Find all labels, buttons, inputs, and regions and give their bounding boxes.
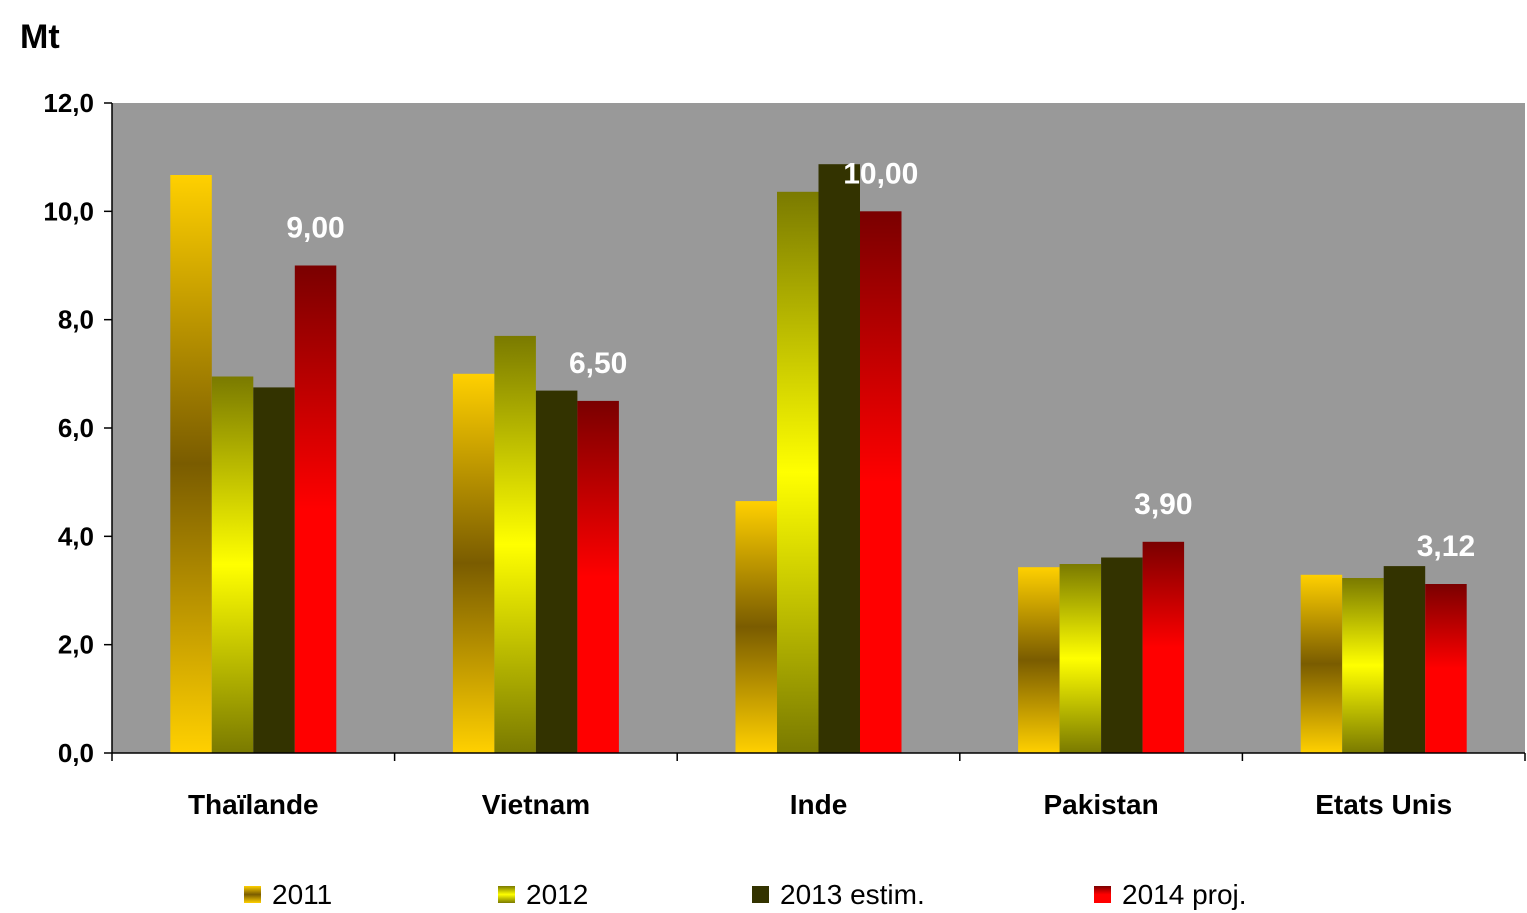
bar-2011-0 [170, 175, 212, 753]
bar-2014-proj--1 [577, 400, 619, 753]
bar-2013-estim--1 [535, 390, 578, 753]
bars-group [170, 164, 1467, 754]
legend-label: 2013 estim. [780, 879, 925, 910]
legend-label: 2011 [272, 879, 332, 910]
bar-2012-4 [1342, 578, 1384, 753]
bar-2011-4 [1300, 574, 1343, 753]
legend-swatch [244, 886, 261, 903]
data-label: 9,00 [286, 212, 344, 245]
bar-2012-3 [1059, 564, 1102, 753]
y-tick-label: 10,0 [43, 196, 94, 226]
y-tick-label: 8,0 [58, 305, 94, 335]
bar-2011-2 [735, 501, 777, 753]
legend: 2011 2012 2013 estim. 2014 proj. [244, 879, 1247, 910]
y-tick-label: 2,0 [58, 630, 94, 660]
y-tick-label: 0,0 [58, 738, 94, 768]
bar-2013-estim--2 [818, 164, 860, 753]
y-tick-label: 4,0 [58, 521, 94, 551]
unit-label: Mt [20, 18, 60, 56]
y-tick-label: 12,0 [43, 88, 94, 118]
legend-label: 2014 proj. [1122, 879, 1247, 910]
labels-group: 0,0 2,0 4,0 6,0 8,0 10,0 12,0 Thaïlande Vietnam I… [43, 88, 1475, 820]
legend-swatch [1094, 886, 1111, 903]
category-label: Thaïlande [188, 789, 319, 820]
bar-2014-proj--2 [860, 211, 902, 754]
legend-label: 2012 [526, 879, 588, 910]
legend-swatch [752, 886, 769, 903]
bar-2012-2 [777, 191, 819, 754]
bar-2014-proj--3 [1142, 541, 1185, 754]
bar-2013-estim--3 [1101, 557, 1143, 753]
category-label: Vietnam [482, 789, 590, 820]
bar-2011-1 [452, 373, 495, 753]
bar-2012-0 [211, 376, 254, 753]
bar-2013-estim--0 [253, 387, 295, 753]
data-label: 3,90 [1134, 488, 1192, 521]
bar-2012-1 [494, 335, 536, 753]
category-label: Etats Unis [1315, 789, 1452, 820]
category-label: Inde [790, 789, 848, 820]
bar-2011-3 [1018, 567, 1060, 753]
y-tick-label: 6,0 [58, 413, 94, 443]
category-label: Pakistan [1044, 789, 1159, 820]
data-label: 10,00 [843, 157, 918, 190]
legend-swatch [498, 886, 515, 903]
data-label: 6,50 [569, 347, 627, 380]
data-label: 3,12 [1417, 530, 1475, 563]
bar-2014-proj--0 [294, 265, 337, 753]
axes-group [104, 102, 1526, 761]
bar-2013-estim--4 [1383, 566, 1426, 753]
bar-2014-proj--4 [1425, 584, 1467, 753]
